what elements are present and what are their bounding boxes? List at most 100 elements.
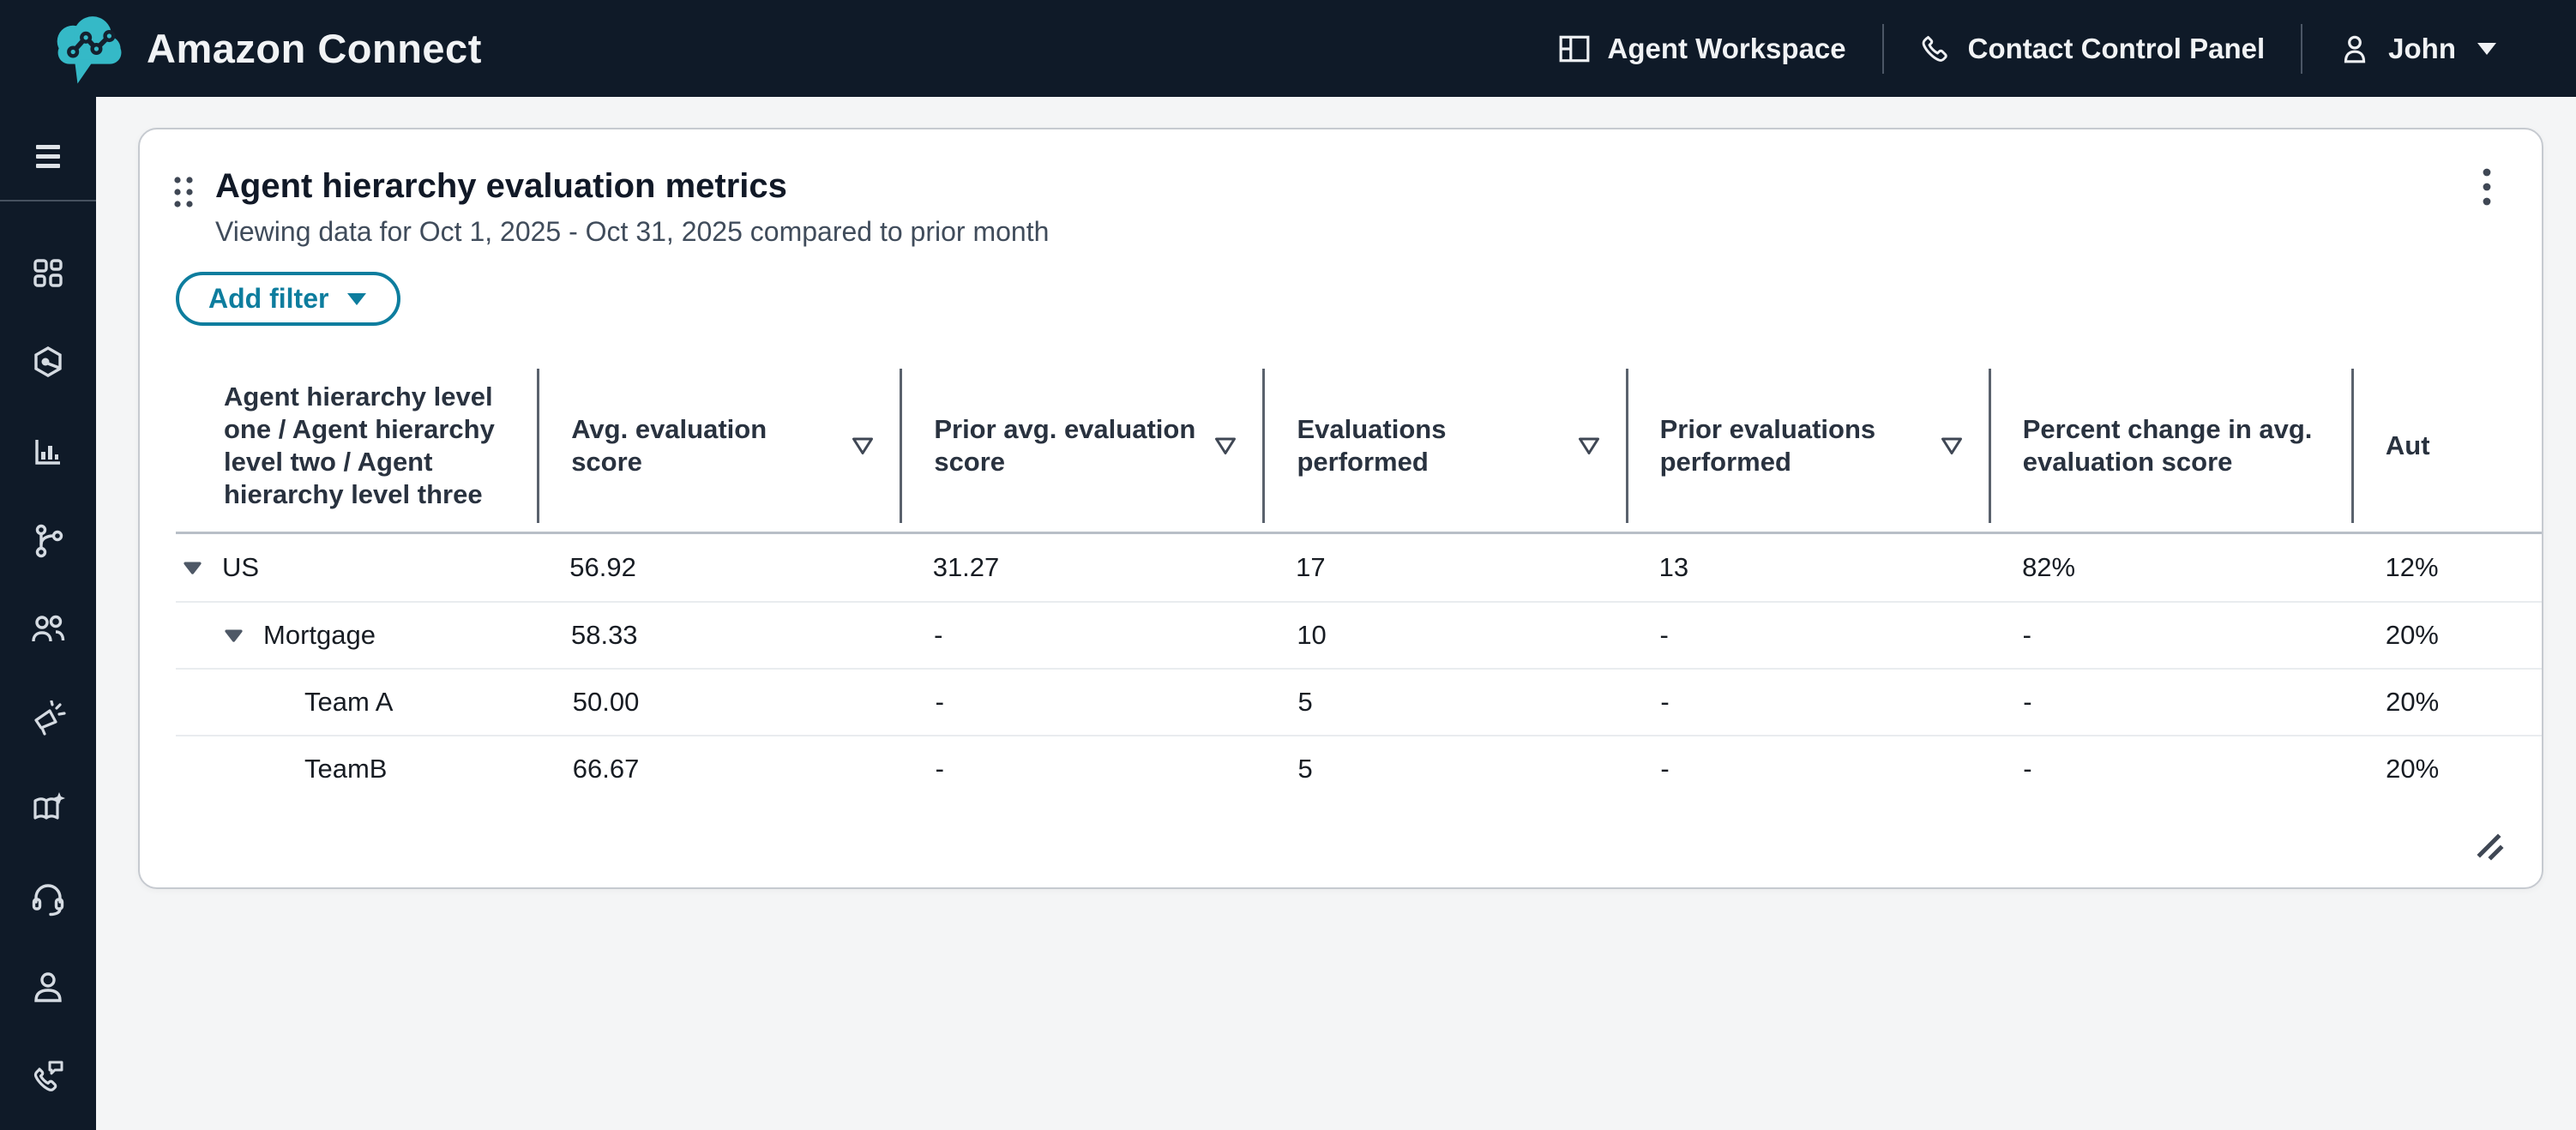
brand: Amazon Connect (49, 11, 482, 87)
table-body: US 56.92 31.27 17 13 82% 12% Mortgage 58.33 - 1… (176, 534, 2542, 802)
kebab-menu-icon[interactable] (2477, 162, 2497, 216)
card-title: Agent hierarchy evaluation metrics (215, 167, 787, 205)
row-label: Mortgage (263, 620, 376, 650)
metrics-table: Agent hierarchy level one / Agent hierar… (176, 360, 2542, 802)
hamburger-menu-icon[interactable] (29, 131, 67, 183)
metric-cell: 20% (2386, 687, 2440, 717)
flows-branch-icon (35, 524, 63, 558)
metric-cell: 56.92 (569, 552, 636, 582)
metric-cell: 13 (1658, 552, 1689, 582)
filter-triangle-icon[interactable] (852, 436, 874, 456)
megaphone-icon (34, 700, 66, 736)
metric-cell: 66.67 (572, 754, 640, 784)
column-header-evals-performed: Evaluations performed (1262, 360, 1625, 532)
title-block: Agent hierarchy evaluation metrics Viewi… (215, 165, 1049, 248)
nav-item-label: Agent Workspace (1607, 32, 1846, 64)
user-icon (2344, 35, 2366, 63)
filter-triangle-icon[interactable] (1941, 436, 1963, 456)
sidebar-item-agent[interactable] (0, 853, 96, 942)
card-subtitle: Viewing data for Oct 1, 2025 - Oct 31, 2… (215, 216, 1050, 247)
headset-icon (32, 884, 64, 917)
column-header-hierarchy: Agent hierarchy level one / Agent hierar… (224, 382, 495, 509)
amazon-connect-cloud-logo (57, 15, 122, 83)
table-header-row: Agent hierarchy level one / Agent hierar… (176, 360, 2542, 534)
sidebar-item-contact-lens[interactable] (0, 1031, 96, 1121)
sidebar-item-knowledge[interactable] (0, 764, 96, 853)
filter-triangle-icon[interactable] (1578, 436, 1600, 456)
metric-cell: - (2023, 687, 2032, 717)
sidebar (0, 97, 96, 1130)
nav-item-label: Contact Control Panel (1967, 32, 2266, 64)
metric-cell: - (2022, 620, 2031, 650)
metric-cell: 5 (1297, 687, 1313, 717)
column-header-pct-change: Percent change in avg. evaluation score (1988, 360, 2351, 532)
hierarchy-cell: Mortgage (176, 620, 537, 651)
topbar-divider (1881, 23, 1884, 74)
sidebar-item-insights[interactable] (0, 318, 96, 407)
table-row: Team A 50.00 - 5 - - 20% (176, 668, 2542, 735)
add-filter-button[interactable]: Add filter (176, 272, 401, 326)
hierarchy-cell: Team A (176, 687, 539, 718)
sidebar-item-metrics[interactable] (0, 407, 96, 496)
metrics-card: Agent hierarchy evaluation metrics Viewi… (138, 128, 2543, 889)
metric-cell: 5 (1297, 754, 1313, 784)
brand-name: Amazon Connect (147, 26, 482, 71)
metric-cell: 12% (2385, 552, 2439, 582)
metric-cell: - (1659, 620, 1669, 650)
nav-item-user-menu[interactable]: John (2302, 33, 2533, 65)
metric-cell: - (934, 620, 943, 650)
phone-message-icon (33, 1061, 63, 1091)
expand-arrow-icon[interactable] (224, 628, 263, 643)
resize-handle-icon[interactable] (2475, 832, 2504, 865)
metric-cell: 82% (2022, 552, 2076, 582)
metric-cell: - (2023, 754, 2032, 784)
sidebar-item-flows[interactable] (0, 496, 96, 586)
metric-cell: 50.00 (572, 687, 640, 717)
metric-cell: - (1660, 754, 1670, 784)
users-icon (32, 615, 65, 642)
nav-item-label: John (2388, 32, 2456, 64)
add-filter-label: Add filter (208, 283, 329, 314)
filter-triangle-icon[interactable] (1214, 436, 1237, 456)
metric-cell: - (935, 687, 944, 717)
hierarchy-cell: US (176, 552, 535, 583)
metric-cell: 20% (2386, 754, 2440, 784)
column-header-prior-avg-score: Prior avg. evaluation score (900, 360, 1262, 532)
sidebar-divider (0, 200, 96, 201)
drag-handle-dots-icon[interactable] (172, 174, 195, 248)
metric-cell: 17 (1296, 552, 1326, 582)
hexagon-insights-icon (34, 346, 62, 377)
caret-down-icon (2477, 42, 2497, 56)
sidebar-item-profiles[interactable] (0, 942, 96, 1031)
metric-cell: 20% (2385, 620, 2439, 650)
metric-cell: - (1660, 687, 1670, 717)
hierarchy-cell: TeamB (176, 754, 539, 784)
expand-arrow-icon[interactable] (183, 560, 222, 575)
bar-chart-icon (35, 440, 60, 465)
knowledge-book-icon (33, 792, 65, 820)
topbar-nav: Agent Workspace Contact Control Panel Jo… (1522, 23, 2534, 74)
nav-item-contact-control-panel[interactable]: Contact Control Panel (1884, 33, 2302, 65)
profile-person-icon (34, 972, 62, 1002)
caret-down-icon (347, 292, 367, 305)
workspace-layout-icon (1559, 35, 1589, 62)
sidebar-item-dashboard[interactable] (0, 229, 96, 318)
table-row: TeamB 66.67 - 5 - - 20% (176, 735, 2542, 802)
topbar-divider (2301, 23, 2303, 74)
table-row: Mortgage 58.33 - 10 - - 20% (176, 601, 2542, 668)
column-header-avg-score: Avg. evaluation score (537, 360, 900, 532)
topbar: Amazon Connect Agent Workspace Contact C… (0, 0, 2576, 97)
metric-cell: 10 (1297, 620, 1327, 650)
nav-item-agent-workspace[interactable]: Agent Workspace (1522, 33, 1882, 65)
sidebar-item-users[interactable] (0, 586, 96, 675)
column-header-prior-evals: Prior evaluations performed (1625, 360, 1989, 532)
row-label: TeamB (304, 754, 388, 784)
sidebar-item-announcements[interactable] (0, 675, 96, 764)
phone-icon (1922, 35, 1947, 62)
card-header: Agent hierarchy evaluation metrics Viewi… (140, 129, 2542, 248)
filter-row: Add filter (176, 272, 2542, 326)
metric-cell: 31.27 (932, 552, 1000, 582)
metric-cell: - (935, 754, 944, 784)
table-row: US 56.92 31.27 17 13 82% 12% (176, 534, 2542, 601)
dashboard-grid-icon (33, 259, 63, 287)
